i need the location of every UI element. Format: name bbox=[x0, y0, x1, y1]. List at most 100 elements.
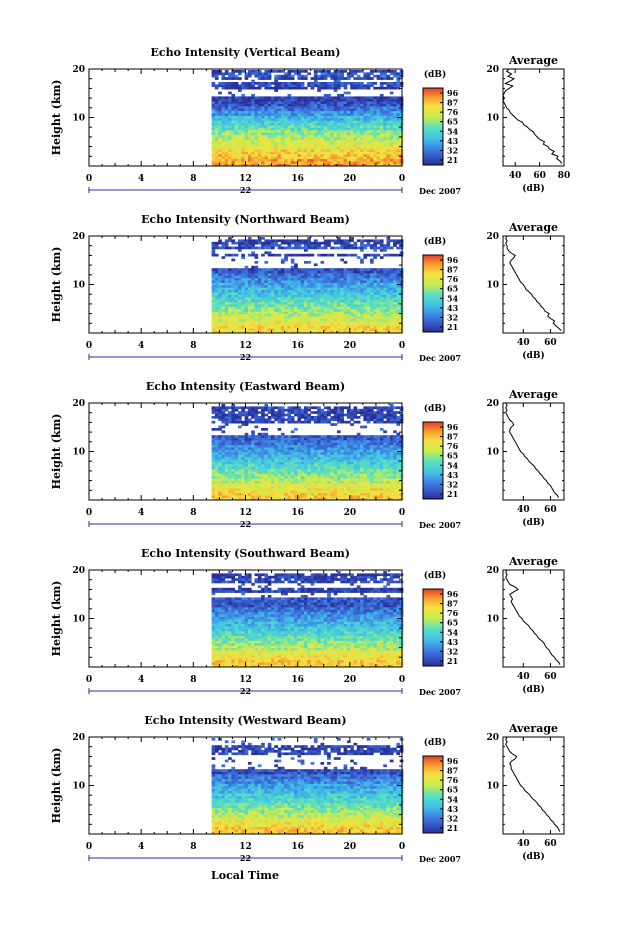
heatmap-cell bbox=[211, 142, 216, 145]
heatmap-cell bbox=[211, 461, 216, 465]
heatmap-cell bbox=[274, 101, 278, 104]
heatmap-cell bbox=[373, 287, 377, 291]
heatmap-cell bbox=[310, 154, 315, 157]
heatmap-cell bbox=[211, 108, 216, 112]
heatmap-cell bbox=[241, 253, 245, 257]
heatmap-cell bbox=[224, 253, 229, 257]
heatmap-cell bbox=[277, 442, 282, 446]
heatmap-cell bbox=[211, 137, 216, 140]
heatmap-cell bbox=[320, 72, 325, 76]
heatmap-cell bbox=[370, 158, 374, 162]
heatmap-cell bbox=[383, 325, 387, 329]
heatmap-cell bbox=[247, 480, 252, 484]
heatmap-cell bbox=[379, 270, 384, 274]
heatmap-cell bbox=[271, 106, 275, 109]
heatmap-cell bbox=[257, 468, 262, 472]
heatmap-cell bbox=[257, 420, 262, 424]
heatmap-cell bbox=[393, 299, 397, 303]
heatmap-cell bbox=[360, 246, 364, 250]
heatmap-cell bbox=[280, 444, 285, 448]
heatmap-cell bbox=[251, 318, 255, 322]
heatmap-cell bbox=[297, 328, 302, 331]
heatmap-cell bbox=[370, 82, 374, 85]
heatmap-cell bbox=[247, 309, 252, 312]
heatmap-cell bbox=[211, 270, 216, 274]
heatmap-cell bbox=[379, 77, 384, 80]
heatmap-cell bbox=[327, 86, 331, 90]
heatmap-cell bbox=[261, 464, 265, 467]
heatmap-cell bbox=[264, 275, 269, 279]
heatmap-cell bbox=[379, 328, 384, 331]
heatmap-cell bbox=[294, 137, 298, 140]
heatmap-cell bbox=[310, 301, 315, 305]
heatmap-cell bbox=[234, 301, 239, 305]
heatmap-cell bbox=[257, 437, 262, 441]
heatmap-cell bbox=[310, 304, 315, 307]
heatmap-cell bbox=[343, 127, 348, 131]
heatmap-cell bbox=[257, 285, 262, 288]
heatmap-cell bbox=[257, 492, 262, 496]
heatmap-cell bbox=[228, 459, 232, 462]
heatmap-cell bbox=[323, 241, 328, 245]
heatmap-cell bbox=[294, 151, 298, 155]
heatmap-cell bbox=[330, 253, 335, 257]
heatmap-cell bbox=[287, 273, 292, 276]
heatmap-cell bbox=[277, 428, 282, 431]
heatmap-cell bbox=[214, 72, 219, 76]
heatmap-cell bbox=[310, 144, 315, 148]
heatmap-cell bbox=[257, 239, 262, 243]
heatmap-cell bbox=[343, 98, 348, 102]
heatmap-cell bbox=[297, 304, 302, 307]
heatmap-cell bbox=[214, 144, 219, 148]
heatmap-cell bbox=[294, 239, 298, 243]
heatmap-cell bbox=[396, 77, 401, 80]
heatmap-cell bbox=[264, 86, 269, 90]
heatmap-cell bbox=[284, 106, 288, 109]
heatmap-cell bbox=[290, 134, 295, 138]
heatmap-cell bbox=[224, 316, 229, 319]
heatmap-cell bbox=[218, 328, 222, 331]
heatmap-cell bbox=[267, 483, 272, 486]
heatmap-cell bbox=[247, 149, 252, 152]
heatmap-cell bbox=[211, 318, 216, 322]
heatmap-cell bbox=[317, 137, 321, 140]
heatmap-cell bbox=[228, 488, 232, 491]
heatmap-cell bbox=[214, 471, 219, 474]
heatmap-cell bbox=[271, 485, 275, 489]
heatmap-cell bbox=[310, 106, 315, 109]
heatmap-cell bbox=[327, 163, 331, 167]
heatmap-cell bbox=[218, 289, 222, 293]
heatmap-cell bbox=[238, 440, 242, 443]
heatmap-cell bbox=[323, 297, 328, 300]
heatmap-cell bbox=[257, 156, 262, 160]
heatmap-cell bbox=[224, 146, 229, 150]
heatmap-cell bbox=[320, 134, 325, 138]
heatmap-cell bbox=[271, 127, 275, 131]
heatmap-cell bbox=[310, 241, 315, 245]
heatmap-cell bbox=[274, 459, 278, 462]
heatmap-cell bbox=[320, 287, 325, 291]
heatmap-cell bbox=[373, 309, 377, 312]
heatmap-cell bbox=[300, 316, 305, 319]
heatmap-cell bbox=[313, 306, 318, 310]
heatmap-cell bbox=[360, 311, 364, 315]
heatmap-cell bbox=[297, 158, 302, 162]
heatmap-cell bbox=[337, 309, 341, 312]
heatmap-cell bbox=[310, 330, 315, 334]
heatmap-cell bbox=[284, 253, 288, 257]
heatmap-cell bbox=[284, 492, 288, 496]
heatmap-cell bbox=[271, 273, 275, 276]
heatmap-cell bbox=[327, 161, 331, 164]
heatmap-cell bbox=[290, 282, 295, 286]
heatmap-cell bbox=[224, 137, 229, 140]
heatmap-cell bbox=[280, 142, 285, 145]
heatmap-cell bbox=[247, 473, 252, 477]
heatmap-cell bbox=[211, 70, 216, 73]
heatmap-cell bbox=[363, 273, 368, 276]
heatmap-cell bbox=[274, 442, 278, 446]
heatmap-cell bbox=[211, 130, 216, 133]
heatmap-cell bbox=[277, 495, 282, 498]
heatmap-cell bbox=[297, 72, 302, 76]
heatmap-cell bbox=[264, 442, 269, 446]
heatmap-cell bbox=[247, 454, 252, 458]
